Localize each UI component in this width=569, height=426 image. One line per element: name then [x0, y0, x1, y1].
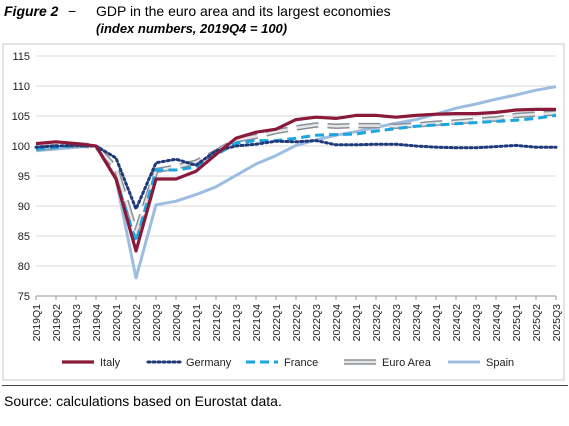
figure-dash: −	[68, 3, 77, 19]
legend-label-euro-area: Euro Area	[382, 357, 432, 369]
x-tick-label: 2019Q4	[91, 304, 103, 342]
x-tick-label: 2023Q4	[411, 304, 423, 342]
y-tick-label: 90	[18, 201, 30, 213]
y-tick-label: 80	[18, 261, 30, 273]
x-tick-label: 2022Q1	[271, 304, 283, 342]
source-note: Source: calculations based on Eurostat d…	[4, 393, 282, 409]
figure-subtitle: (index numbers, 2019Q4 = 100)	[96, 21, 288, 36]
x-tick-label: 2022Q2	[291, 304, 303, 342]
chart-frame	[2, 43, 565, 381]
y-tick-label: 85	[18, 231, 30, 243]
x-tick-label: 2024Q4	[491, 304, 503, 342]
x-tick-label: 2025Q2	[531, 304, 543, 342]
x-tick-label: 2024Q1	[431, 304, 443, 342]
x-tick-label: 2021Q1	[191, 304, 203, 342]
x-tick-label: 2021Q4	[251, 304, 263, 342]
series-line-italy	[35, 107, 556, 253]
y-axis-ticks: 75 80 85 90 95 100 105 110 115	[12, 51, 30, 303]
series-line-germany	[34, 139, 558, 211]
x-tick-label: 2019Q1	[31, 304, 43, 342]
source-rule	[2, 385, 568, 386]
figure-title: GDP in the euro area and its largest eco…	[96, 3, 391, 19]
legend-label-france: France	[284, 357, 318, 369]
x-tick-label: 2019Q3	[71, 304, 83, 342]
y-tick-label: 115	[12, 51, 30, 63]
legend-label-germany: Germany	[186, 357, 232, 369]
x-tick-label: 2020Q1	[111, 304, 123, 342]
x-tick-label: 2020Q3	[151, 304, 163, 342]
y-tick-label: 105	[12, 111, 30, 123]
legend-label-spain: Spain	[486, 357, 514, 369]
figure-label: Figure 2	[4, 3, 59, 19]
y-tick-label: 110	[12, 81, 30, 93]
x-tick-label: 2021Q2	[211, 304, 223, 342]
x-tick-label: 2019Q2	[51, 304, 63, 342]
x-tick-label: 2022Q4	[331, 304, 343, 342]
x-tick-label: 2024Q3	[471, 304, 483, 342]
x-tick-label: 2023Q2	[371, 304, 383, 342]
y-tick-label: 95	[18, 171, 30, 183]
x-tick-label: 2020Q2	[131, 304, 143, 342]
y-tick-label: 75	[18, 291, 30, 303]
x-tick-label: 2024Q2	[451, 304, 463, 342]
legend-label-italy: Italy	[100, 357, 121, 369]
legend: Italy Germany France Euro Area Spain	[62, 357, 514, 369]
x-tick-label: 2025Q3	[551, 304, 563, 342]
x-tick-label: 2023Q1	[351, 304, 363, 342]
series-lines	[34, 85, 558, 280]
x-tick-label: 2022Q3	[311, 304, 323, 342]
x-axis-ticks: 2019Q1 2019Q2 2019Q3 2019Q4 2020Q1 2020Q2 2020…	[31, 295, 563, 342]
x-tick-label: 2025Q1	[511, 304, 523, 342]
x-tick-label: 2020Q4	[171, 304, 183, 342]
y-tick-label: 100	[12, 141, 30, 153]
series-line-euro-area-inner	[35, 111, 557, 235]
x-tick-label: 2021Q3	[231, 304, 243, 342]
series-line-spain	[35, 85, 557, 280]
x-tick-label: 2023Q3	[391, 304, 403, 342]
